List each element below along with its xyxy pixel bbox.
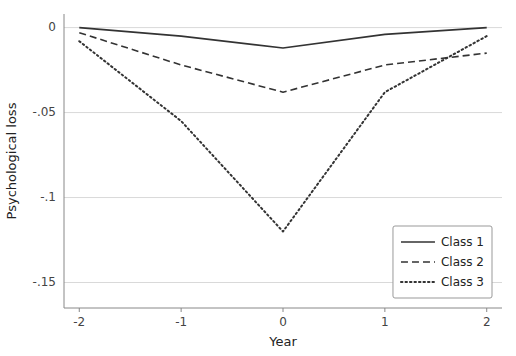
y-axis-label: Psychological loss: [4, 102, 19, 219]
legend: Class 1 Class 2 Class 3: [393, 226, 492, 298]
legend-label: Class 3: [441, 275, 484, 289]
x-tick: [283, 308, 284, 312]
lines: [79, 28, 486, 232]
series-line: [79, 28, 486, 48]
y-tick-label: -.15: [33, 275, 56, 289]
x-tick-label: 1: [381, 315, 389, 329]
x-axis: -2 -1 0 1 2: [73, 308, 490, 329]
x-tick: [79, 308, 80, 312]
x-tick-label: 0: [279, 315, 287, 329]
legend-box: [393, 226, 492, 298]
series-line: [79, 33, 486, 92]
grid-line: [64, 197, 502, 198]
x-tick-label: -1: [175, 315, 187, 329]
chart: 0 -.05 -.1 -.15 -2 -1 0 1 2 Year Psychological los…: [0, 0, 516, 356]
y-tick-label: -.1: [40, 190, 56, 204]
x-tick-label: -2: [73, 315, 85, 329]
legend-handle: [401, 241, 435, 243]
x-tick-label: 2: [483, 315, 491, 329]
grid-line: [64, 27, 502, 28]
x-tick: [384, 308, 385, 312]
x-tick: [181, 308, 182, 312]
legend-label: Class 1: [441, 235, 484, 249]
legend-handle: [401, 281, 435, 283]
x-axis-label: Year: [268, 334, 297, 349]
x-axis-line: [64, 308, 502, 309]
grid-line: [64, 112, 502, 113]
legend-handle: [401, 261, 435, 263]
y-tick-label: -.05: [33, 105, 56, 119]
legend-label: Class 2: [441, 255, 484, 269]
x-tick: [486, 308, 487, 312]
y-tick-label: 0: [48, 20, 56, 34]
series-line: [79, 36, 486, 231]
y-axis-line: [64, 14, 65, 308]
